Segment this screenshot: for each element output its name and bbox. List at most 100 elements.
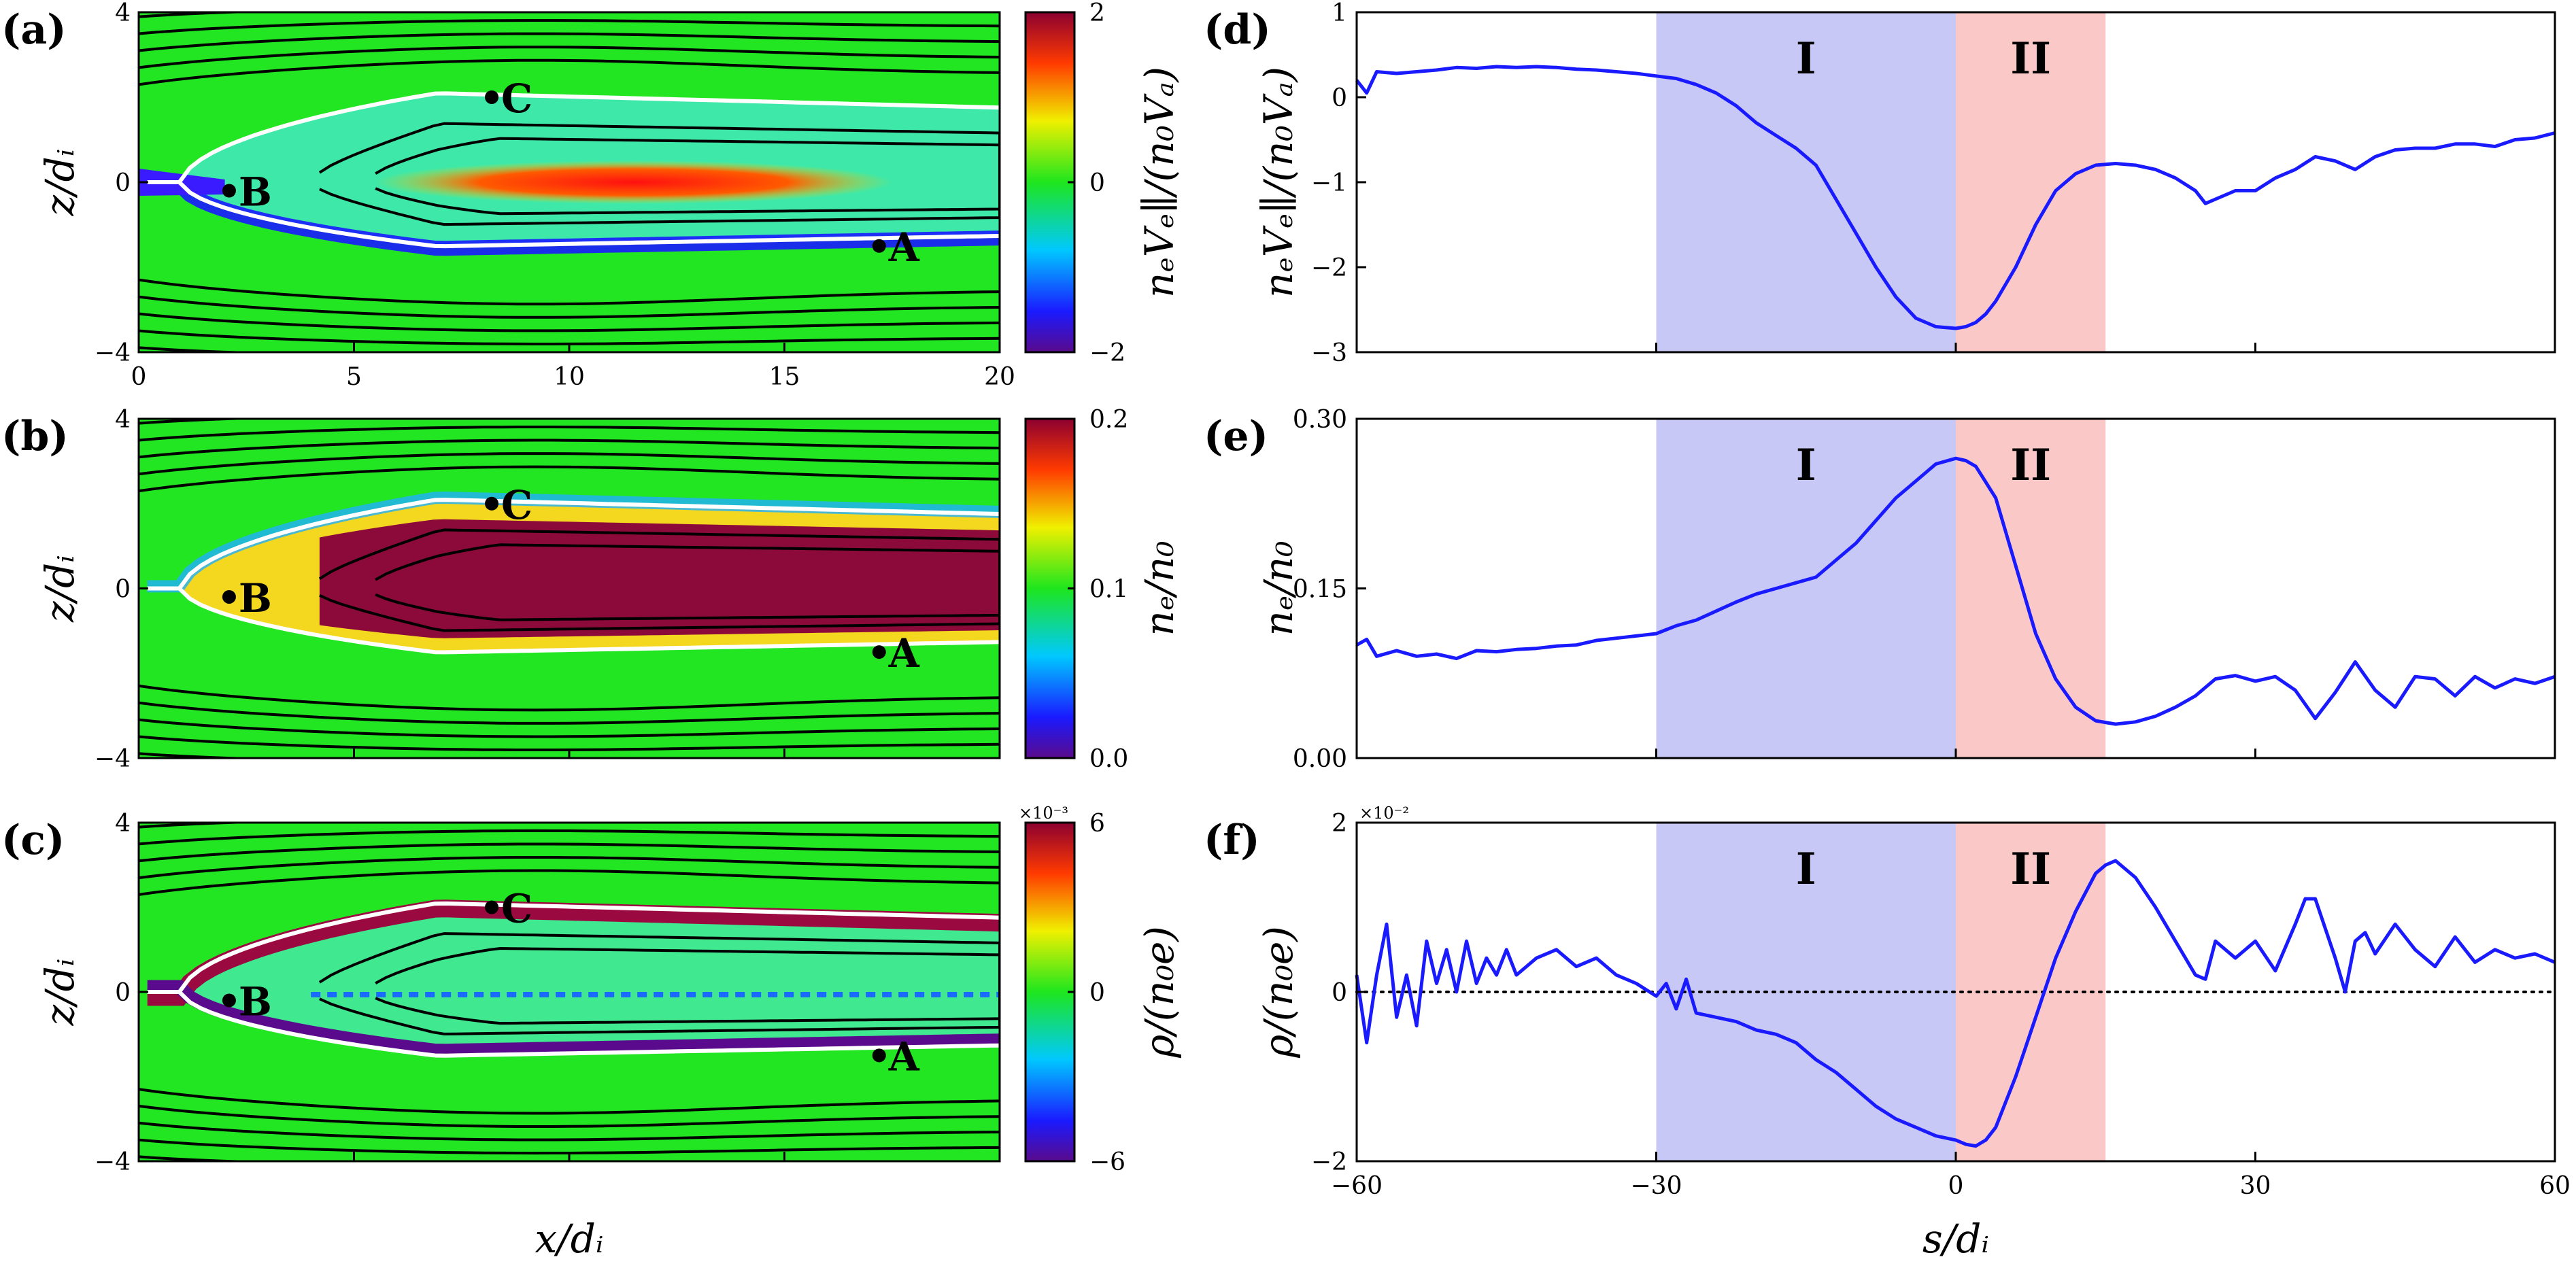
y-tick-label: −4: [95, 339, 131, 367]
field-line: [139, 842, 1000, 863]
y-tick-label: 0: [115, 576, 131, 604]
y-tick-label: 0: [1332, 84, 1347, 112]
field-line: [139, 278, 1000, 306]
positive-charge-band: [147, 899, 1000, 1006]
colorbar-exponent: ×10⁻³: [1019, 804, 1068, 823]
heatmap-field: [139, 12, 1000, 401]
field-line: [139, 1088, 1000, 1115]
field-line: [139, 856, 1000, 880]
field-line: [139, 770, 1000, 776]
y-axis-label: z/dᵢ: [37, 555, 83, 623]
closed-field-line: [375, 137, 1000, 216]
y-tick-label: −2: [1311, 254, 1347, 282]
field-line: [139, 718, 1000, 738]
heatmap-panel-b: A B C 4 0 −4 z/dᵢ (b) 0.2 0.1 0.0 nₑ/n₀: [1, 400, 1183, 776]
region-I: [1656, 12, 1956, 352]
closed-field-line: [375, 543, 1000, 621]
x-tick-label: 15: [769, 363, 800, 391]
point-B: [222, 589, 236, 604]
y-axis-label: ρ/(n₀e): [1255, 926, 1302, 1059]
region-label-I: I: [1796, 33, 1816, 84]
colorbar-label: ρ/(n₀e): [1136, 926, 1183, 1059]
field-line: [139, 439, 1000, 459]
point-label-C: C: [501, 482, 532, 528]
point-label-C: C: [501, 886, 532, 932]
y-tick-label: −4: [95, 745, 131, 773]
y-axis-label: z/dᵢ: [37, 149, 83, 217]
point-label-B: B: [239, 169, 272, 216]
y-tick-label: 4: [115, 0, 131, 27]
y-tick-label: 4: [115, 406, 131, 434]
panel-label: (f): [1204, 817, 1260, 864]
y-tick-label: −3: [1311, 339, 1347, 367]
field-line: [139, 1173, 1000, 1180]
heatmap-panel-c: A B C 4 0 −4 z/dᵢ (c) 6 0 −6 ×10⁻³ ρ/(n₀e): [1, 774, 1183, 1180]
y-axis-label: nₑ/n₀: [1255, 541, 1302, 636]
colorbar: [1024, 417, 1076, 759]
point-C: [485, 496, 499, 511]
colorbar-tick-label: 0.0: [1089, 745, 1128, 773]
y-axis-label: nₑVₑ∥/(n₀Vₐ): [1255, 67, 1302, 298]
series-line: [1355, 65, 2556, 330]
y-tick-label: −1: [1311, 169, 1347, 197]
field-line: [139, 19, 1000, 35]
x-tick-label: 60: [2539, 1172, 2571, 1200]
region-label-II: II: [2010, 844, 2051, 895]
field-line: [139, 1104, 1000, 1128]
colorbar-tick-label: 0.1: [1089, 576, 1128, 604]
y-tick-label: 0.30: [1293, 406, 1347, 434]
point-B: [222, 184, 236, 198]
closed-field-line: [318, 528, 1000, 632]
colorbar-tick-label: 0: [1089, 979, 1105, 1007]
colorbar-tick-label: −6: [1089, 1148, 1125, 1176]
heatmap-field: [139, 400, 1000, 776]
point-label-B: B: [239, 978, 272, 1025]
region-II: [1956, 12, 2106, 352]
x-axis-label-right: s/dᵢ: [1922, 1216, 1989, 1262]
point-label-A: A: [888, 630, 920, 676]
point-C: [485, 90, 499, 104]
field-line: [139, 399, 1000, 401]
field-line: [139, 869, 1000, 896]
field-line: [139, 774, 1000, 776]
colorbar-tick-label: −2: [1089, 339, 1125, 367]
y-tick-label: 0.00: [1293, 745, 1347, 773]
field-line: [139, 58, 1000, 86]
y-tick-label: 0.15: [1293, 576, 1347, 604]
x-axis-label-left: x/dᵢ: [535, 1216, 603, 1262]
field-line: [139, 829, 1000, 846]
series-line: [1355, 859, 2556, 1148]
panel-label: (b): [1, 413, 69, 460]
point-label-A: A: [888, 224, 920, 271]
region-label-I: I: [1796, 844, 1816, 895]
y-tick-label: 0: [115, 979, 131, 1007]
point-A: [872, 239, 886, 253]
panel-label: (a): [1, 6, 67, 54]
field-line: [139, 312, 1000, 332]
separatrix-lower: [147, 180, 1000, 249]
field-line: [139, 465, 1000, 493]
panel-label: (c): [1, 817, 65, 864]
field-line: [139, 426, 1000, 442]
y-tick-label: 0: [115, 169, 131, 197]
closed-field-line: [318, 932, 1000, 1035]
colorbar: [1024, 11, 1076, 354]
separatrix-lower: [147, 990, 1000, 1058]
point-label-B: B: [239, 575, 272, 621]
point-A: [872, 1048, 886, 1063]
field-line: [139, 32, 1000, 52]
point-label-A: A: [888, 1033, 920, 1080]
field-line: [139, 46, 1000, 69]
field-line: [139, 701, 1000, 725]
series-line: [1355, 456, 2556, 726]
closed-field-line: [318, 122, 1000, 226]
x-tick-label: 10: [554, 363, 585, 391]
x-tick-label: 20: [984, 363, 1015, 391]
field-line: [139, 400, 1000, 407]
panel-label: (d): [1204, 6, 1271, 54]
separatrix-upper: [147, 91, 1000, 184]
colorbar-tick-label: 0.2: [1089, 406, 1128, 434]
